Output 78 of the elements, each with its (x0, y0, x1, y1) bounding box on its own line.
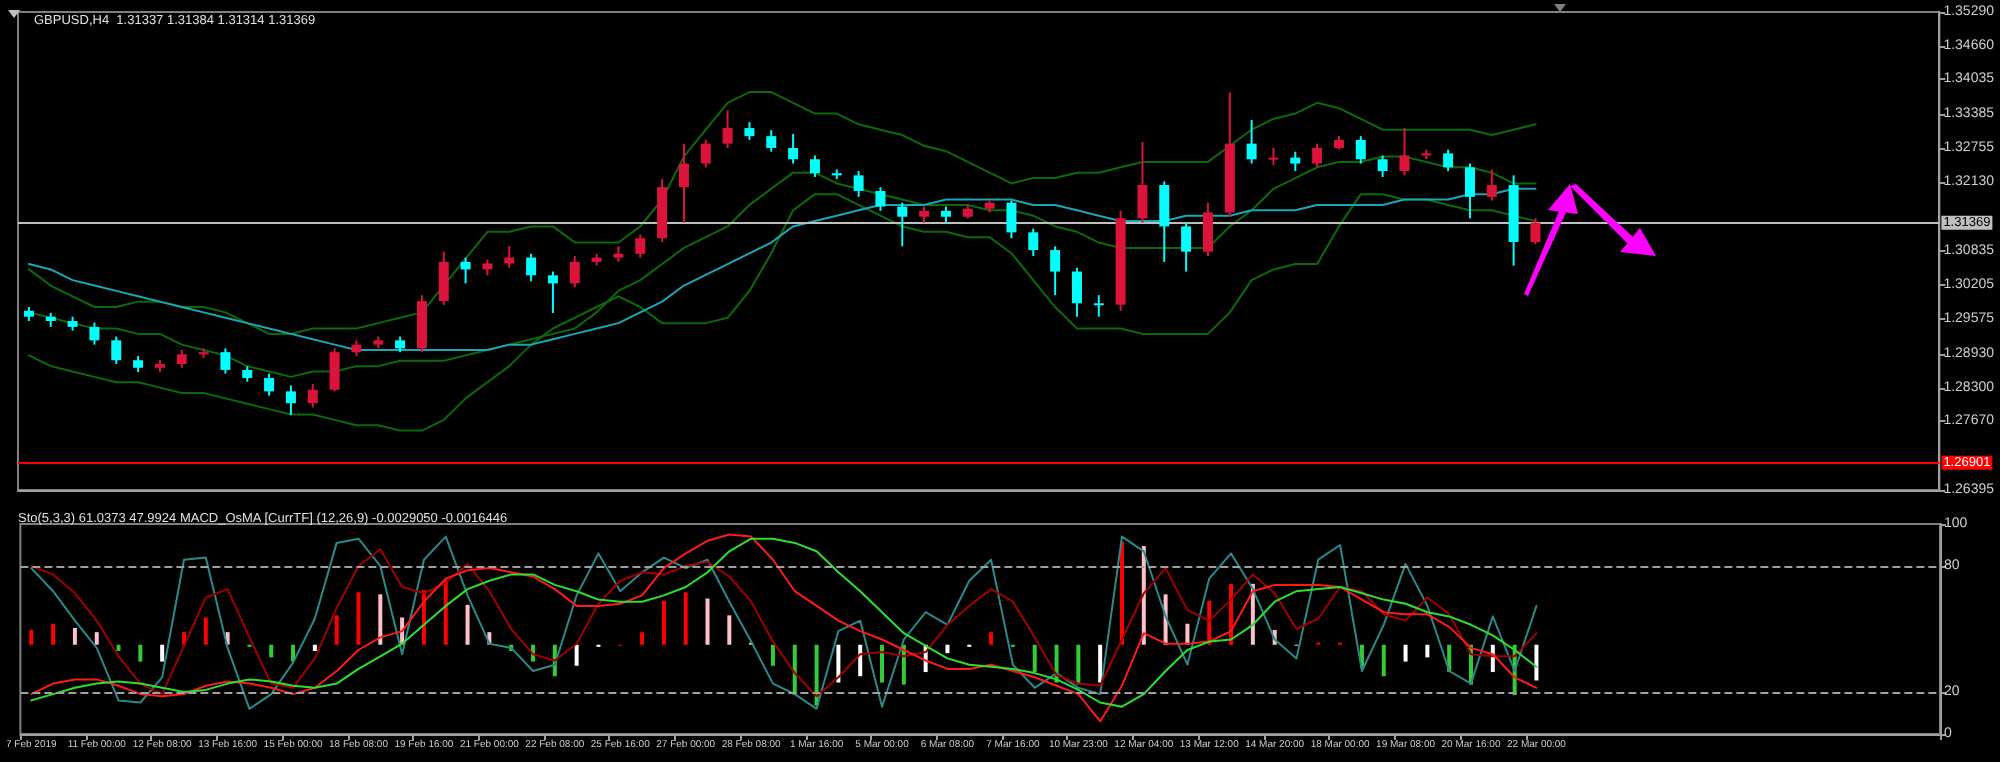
candlestick (809, 154, 820, 178)
bar (312, 644, 317, 652)
candlestick (307, 382, 318, 409)
bar (1185, 623, 1190, 645)
bar (945, 644, 950, 654)
candlestick (438, 250, 449, 306)
bar (465, 604, 470, 645)
bar (160, 644, 165, 662)
candlestick (700, 138, 711, 169)
bar (51, 623, 56, 645)
candlestick (1093, 294, 1104, 318)
bar (378, 594, 383, 645)
candlestick (416, 294, 427, 354)
candlestick (1159, 180, 1170, 263)
bar (727, 615, 732, 645)
bar (1425, 644, 1430, 658)
candlestick (635, 233, 646, 259)
candlestick (111, 335, 122, 365)
bar (443, 579, 448, 645)
candlestick (1530, 217, 1541, 246)
bar (683, 592, 688, 645)
candlestick (1399, 127, 1410, 177)
candlestick (1137, 141, 1148, 224)
candlestick (569, 254, 580, 289)
candlestick (1181, 221, 1192, 273)
bar (705, 598, 710, 645)
bar (661, 600, 666, 645)
bar (640, 632, 645, 645)
bar (1534, 644, 1539, 681)
bar (138, 644, 143, 662)
candlestick (766, 129, 777, 153)
bar (1098, 644, 1103, 683)
bar (836, 644, 841, 683)
bar (29, 630, 34, 645)
candlestick (1486, 168, 1497, 202)
candlestick (875, 186, 886, 212)
candlestick (897, 201, 908, 248)
candlestick (1028, 227, 1039, 257)
candlestick (1050, 245, 1061, 297)
candlestick (1202, 201, 1213, 257)
candlestick (1006, 199, 1017, 240)
candlestick (89, 321, 100, 346)
bar (574, 644, 579, 666)
candlestick (722, 109, 733, 149)
bar (269, 644, 274, 658)
candlestick (1443, 148, 1454, 173)
bar (1381, 644, 1386, 677)
bar (1119, 541, 1124, 645)
bar (1403, 644, 1408, 662)
candlestick (853, 170, 864, 198)
candlestick (460, 256, 471, 285)
candlestick (1355, 135, 1366, 165)
candlestick (220, 347, 231, 375)
bar (1032, 644, 1037, 673)
bar (770, 644, 775, 666)
bar (203, 617, 208, 645)
candlestick (1290, 150, 1301, 173)
candlestick (1071, 266, 1082, 318)
bar (356, 592, 361, 645)
bar (334, 615, 339, 645)
candlestick (1246, 119, 1257, 165)
bar (858, 644, 863, 677)
bar (94, 632, 99, 645)
candlestick (285, 384, 296, 417)
candlestick (678, 142, 689, 224)
candlestick (329, 347, 340, 393)
bar (989, 632, 994, 645)
candlestick (547, 270, 558, 314)
bar (116, 644, 121, 652)
candlestick (264, 372, 275, 397)
bar (1076, 644, 1081, 685)
candlestick (1312, 142, 1323, 169)
candlestick (526, 252, 537, 283)
bar (72, 627, 77, 645)
candlestick (1464, 162, 1475, 220)
bar (880, 644, 885, 683)
candlestick (788, 132, 799, 165)
candlestick (1377, 154, 1388, 178)
